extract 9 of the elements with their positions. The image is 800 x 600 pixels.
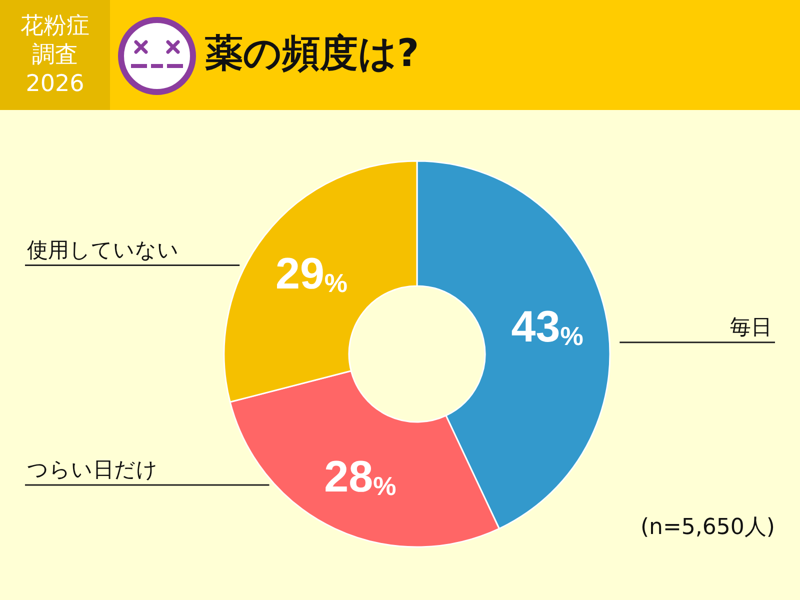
slice-label: 毎日 [730,314,772,339]
slice-label: つらい日だけ [27,457,158,482]
data-label: 29% [275,250,348,299]
chart-subtitle: 花粉症調査2026 [20,12,90,98]
slice-label: 使用していない [27,238,179,262]
data-label: 28% [324,452,396,502]
data-label: 43% [511,302,584,352]
text: (n=5,650人) [640,514,775,542]
chart-title: 薬の頻度は? [205,30,420,77]
